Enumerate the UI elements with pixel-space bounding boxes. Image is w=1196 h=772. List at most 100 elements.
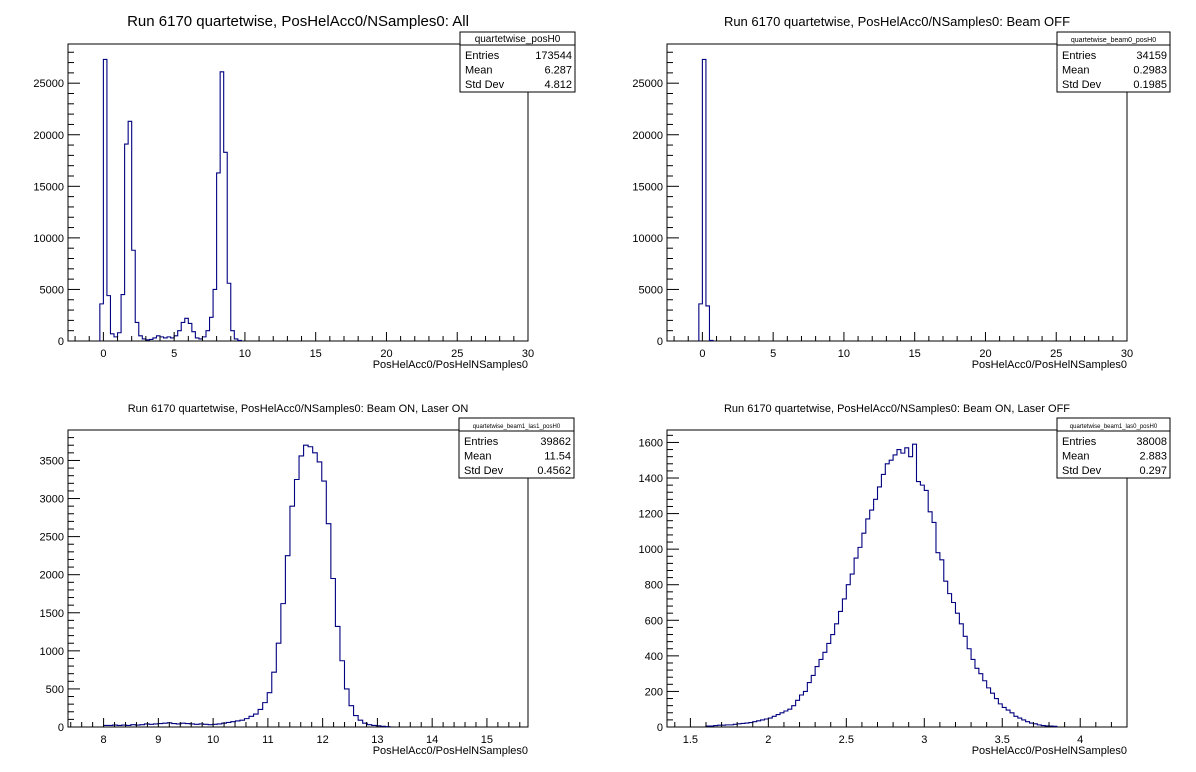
x-tick-label: 4 xyxy=(1077,734,1083,746)
y-tick-label: 1000 xyxy=(40,646,64,658)
y-tick-label: 3000 xyxy=(40,494,64,506)
y-tick-label: 20000 xyxy=(632,130,663,142)
stats-value: 6.287 xyxy=(544,65,572,77)
y-tick-label: 15000 xyxy=(632,181,663,193)
y-tick-label: 0 xyxy=(657,722,663,734)
stats-box-frame xyxy=(1056,31,1171,93)
histogram-series xyxy=(103,444,391,728)
y-tick-label: 10000 xyxy=(33,233,64,245)
x-tick-label: 20 xyxy=(380,348,392,360)
x-tick-label: 10 xyxy=(239,348,251,360)
x-axis-label: PosHelAcc0/PosHelNSamples0 xyxy=(972,745,1127,757)
y-tick-label: 800 xyxy=(645,580,663,592)
y-tick-label: 3500 xyxy=(40,455,64,467)
stats-value: 0.297 xyxy=(1139,465,1167,477)
x-tick-label: 10 xyxy=(207,734,219,746)
y-tick-label: 10000 xyxy=(632,233,663,245)
chart-title: Run 6170 quartetwise, PosHelAcc0/NSample… xyxy=(128,403,469,415)
stats-label: Entries xyxy=(465,50,500,62)
x-tick-label: 1.5 xyxy=(683,734,698,746)
stats-value: 0.2983 xyxy=(1133,65,1167,77)
stats-label: Std Dev xyxy=(1062,79,1102,91)
histogram-panel-1: 0 5 10 15 20 25 30 0 5000 10000 15000 20000 25000 Run… xyxy=(33,13,576,371)
x-tick-label: 9 xyxy=(155,734,161,746)
x-tick-label: 15 xyxy=(481,734,493,746)
stats-box-name: quartetwise_beam1_las0_posH0 xyxy=(1070,424,1158,430)
histogram-panel-3: 8 9 10 11 12 13 14 15 0 500 1000 1500 2000 2500 3000 35… xyxy=(40,403,575,757)
y-tick-label: 5000 xyxy=(639,284,663,296)
histogram-series xyxy=(99,58,242,342)
y-tick-label: 0 xyxy=(58,722,64,734)
stats-box-frame xyxy=(458,417,575,479)
x-tick-label: 20 xyxy=(979,348,991,360)
x-tick-label: 15 xyxy=(310,348,322,360)
x-tick-label: 11 xyxy=(262,734,273,746)
x-tick-label: 0 xyxy=(100,348,106,360)
stats-box: quartetwise_beam1_las1_posH0 Entries 39862… xyxy=(458,417,575,479)
stats-box-frame xyxy=(1056,417,1171,479)
y-tick-label: 500 xyxy=(46,684,64,696)
x-tick-label: 13 xyxy=(371,734,383,746)
y-tick-label: 400 xyxy=(645,651,663,663)
x-tick-label: 30 xyxy=(1121,348,1133,360)
y-tick-label: 1500 xyxy=(40,608,64,620)
stats-box-name: quartetwise_beam1_las1_posH0 xyxy=(473,424,561,430)
chart-title: Run 6170 quartetwise, PosHelAcc0/NSample… xyxy=(127,13,469,30)
y-tick-label: 0 xyxy=(58,336,64,348)
y-tick-label: 200 xyxy=(645,686,663,698)
stats-label: Mean xyxy=(1062,65,1090,77)
stats-value: 173544 xyxy=(535,50,572,62)
stats-label: Std Dev xyxy=(464,465,504,477)
plot-frame xyxy=(67,43,529,342)
x-tick-label: 0 xyxy=(699,348,705,360)
plot-frame xyxy=(666,43,1128,342)
stats-value: 0.4562 xyxy=(537,465,571,477)
histogram-panel-2: 0 5 10 15 20 25 30 0 5000 10000 15000 20000 25000 Run… xyxy=(632,14,1171,371)
stats-value: 34159 xyxy=(1136,50,1167,62)
x-tick-label: 3.5 xyxy=(995,734,1010,746)
x-tick-label: 5 xyxy=(171,348,177,360)
x-tick-label: 15 xyxy=(909,348,921,360)
plot-frame xyxy=(666,429,1128,728)
x-tick-label: 25 xyxy=(1050,348,1062,360)
histogram-series xyxy=(698,58,714,342)
x-axis-label: PosHelAcc0/PosHelNSamples0 xyxy=(373,359,528,371)
stats-box-name: quartetwise_posH0 xyxy=(475,34,561,45)
stats-label: Entries xyxy=(1062,50,1097,62)
x-axis-label: PosHelAcc0/PosHelNSamples0 xyxy=(373,745,528,757)
stats-box-frame xyxy=(459,31,576,93)
stats-value: 0.1985 xyxy=(1133,79,1167,91)
x-axis-label: PosHelAcc0/PosHelNSamples0 xyxy=(972,359,1127,371)
stats-label: Std Dev xyxy=(465,79,505,91)
y-tick-label: 0 xyxy=(657,336,663,348)
y-tick-label: 15000 xyxy=(33,181,64,193)
y-tick-label: 1000 xyxy=(639,544,663,556)
stats-label: Std Dev xyxy=(1062,465,1102,477)
y-tick-label: 2500 xyxy=(40,532,64,544)
y-tick-label: 1400 xyxy=(639,473,663,485)
y-tick-label: 600 xyxy=(645,615,663,627)
stats-value: 38008 xyxy=(1136,436,1167,448)
y-tick-label: 1600 xyxy=(639,437,663,449)
y-tick-label: 20000 xyxy=(33,130,64,142)
chart-title: Run 6170 quartetwise, PosHelAcc0/NSample… xyxy=(724,403,1070,415)
x-tick-label: 12 xyxy=(317,734,329,746)
stats-box: quartetwise_beam1_las0_posH0 Entries 38008… xyxy=(1056,417,1171,479)
stats-box: quartetwise_posH0 Entries 173544 Mean 6.287 S… xyxy=(459,31,576,93)
y-tick-label: 5000 xyxy=(40,284,64,296)
chart-title: Run 6170 quartetwise, PosHelAcc0/NSample… xyxy=(724,14,1070,29)
x-tick-label: 14 xyxy=(426,734,438,746)
stats-value: 39862 xyxy=(540,436,571,448)
stats-value: 2.883 xyxy=(1139,451,1167,463)
x-tick-label: 8 xyxy=(101,734,107,746)
plot-frame xyxy=(67,429,529,728)
histogram-series xyxy=(705,443,1058,727)
x-tick-label: 2.5 xyxy=(839,734,854,746)
x-tick-label: 25 xyxy=(451,348,463,360)
stats-label: Mean xyxy=(464,451,492,463)
stats-label: Entries xyxy=(1062,436,1097,448)
x-tick-label: 5 xyxy=(770,348,776,360)
x-tick-label: 30 xyxy=(522,348,534,360)
stats-box-name: quartetwise_beam0_posH0 xyxy=(1071,37,1156,44)
